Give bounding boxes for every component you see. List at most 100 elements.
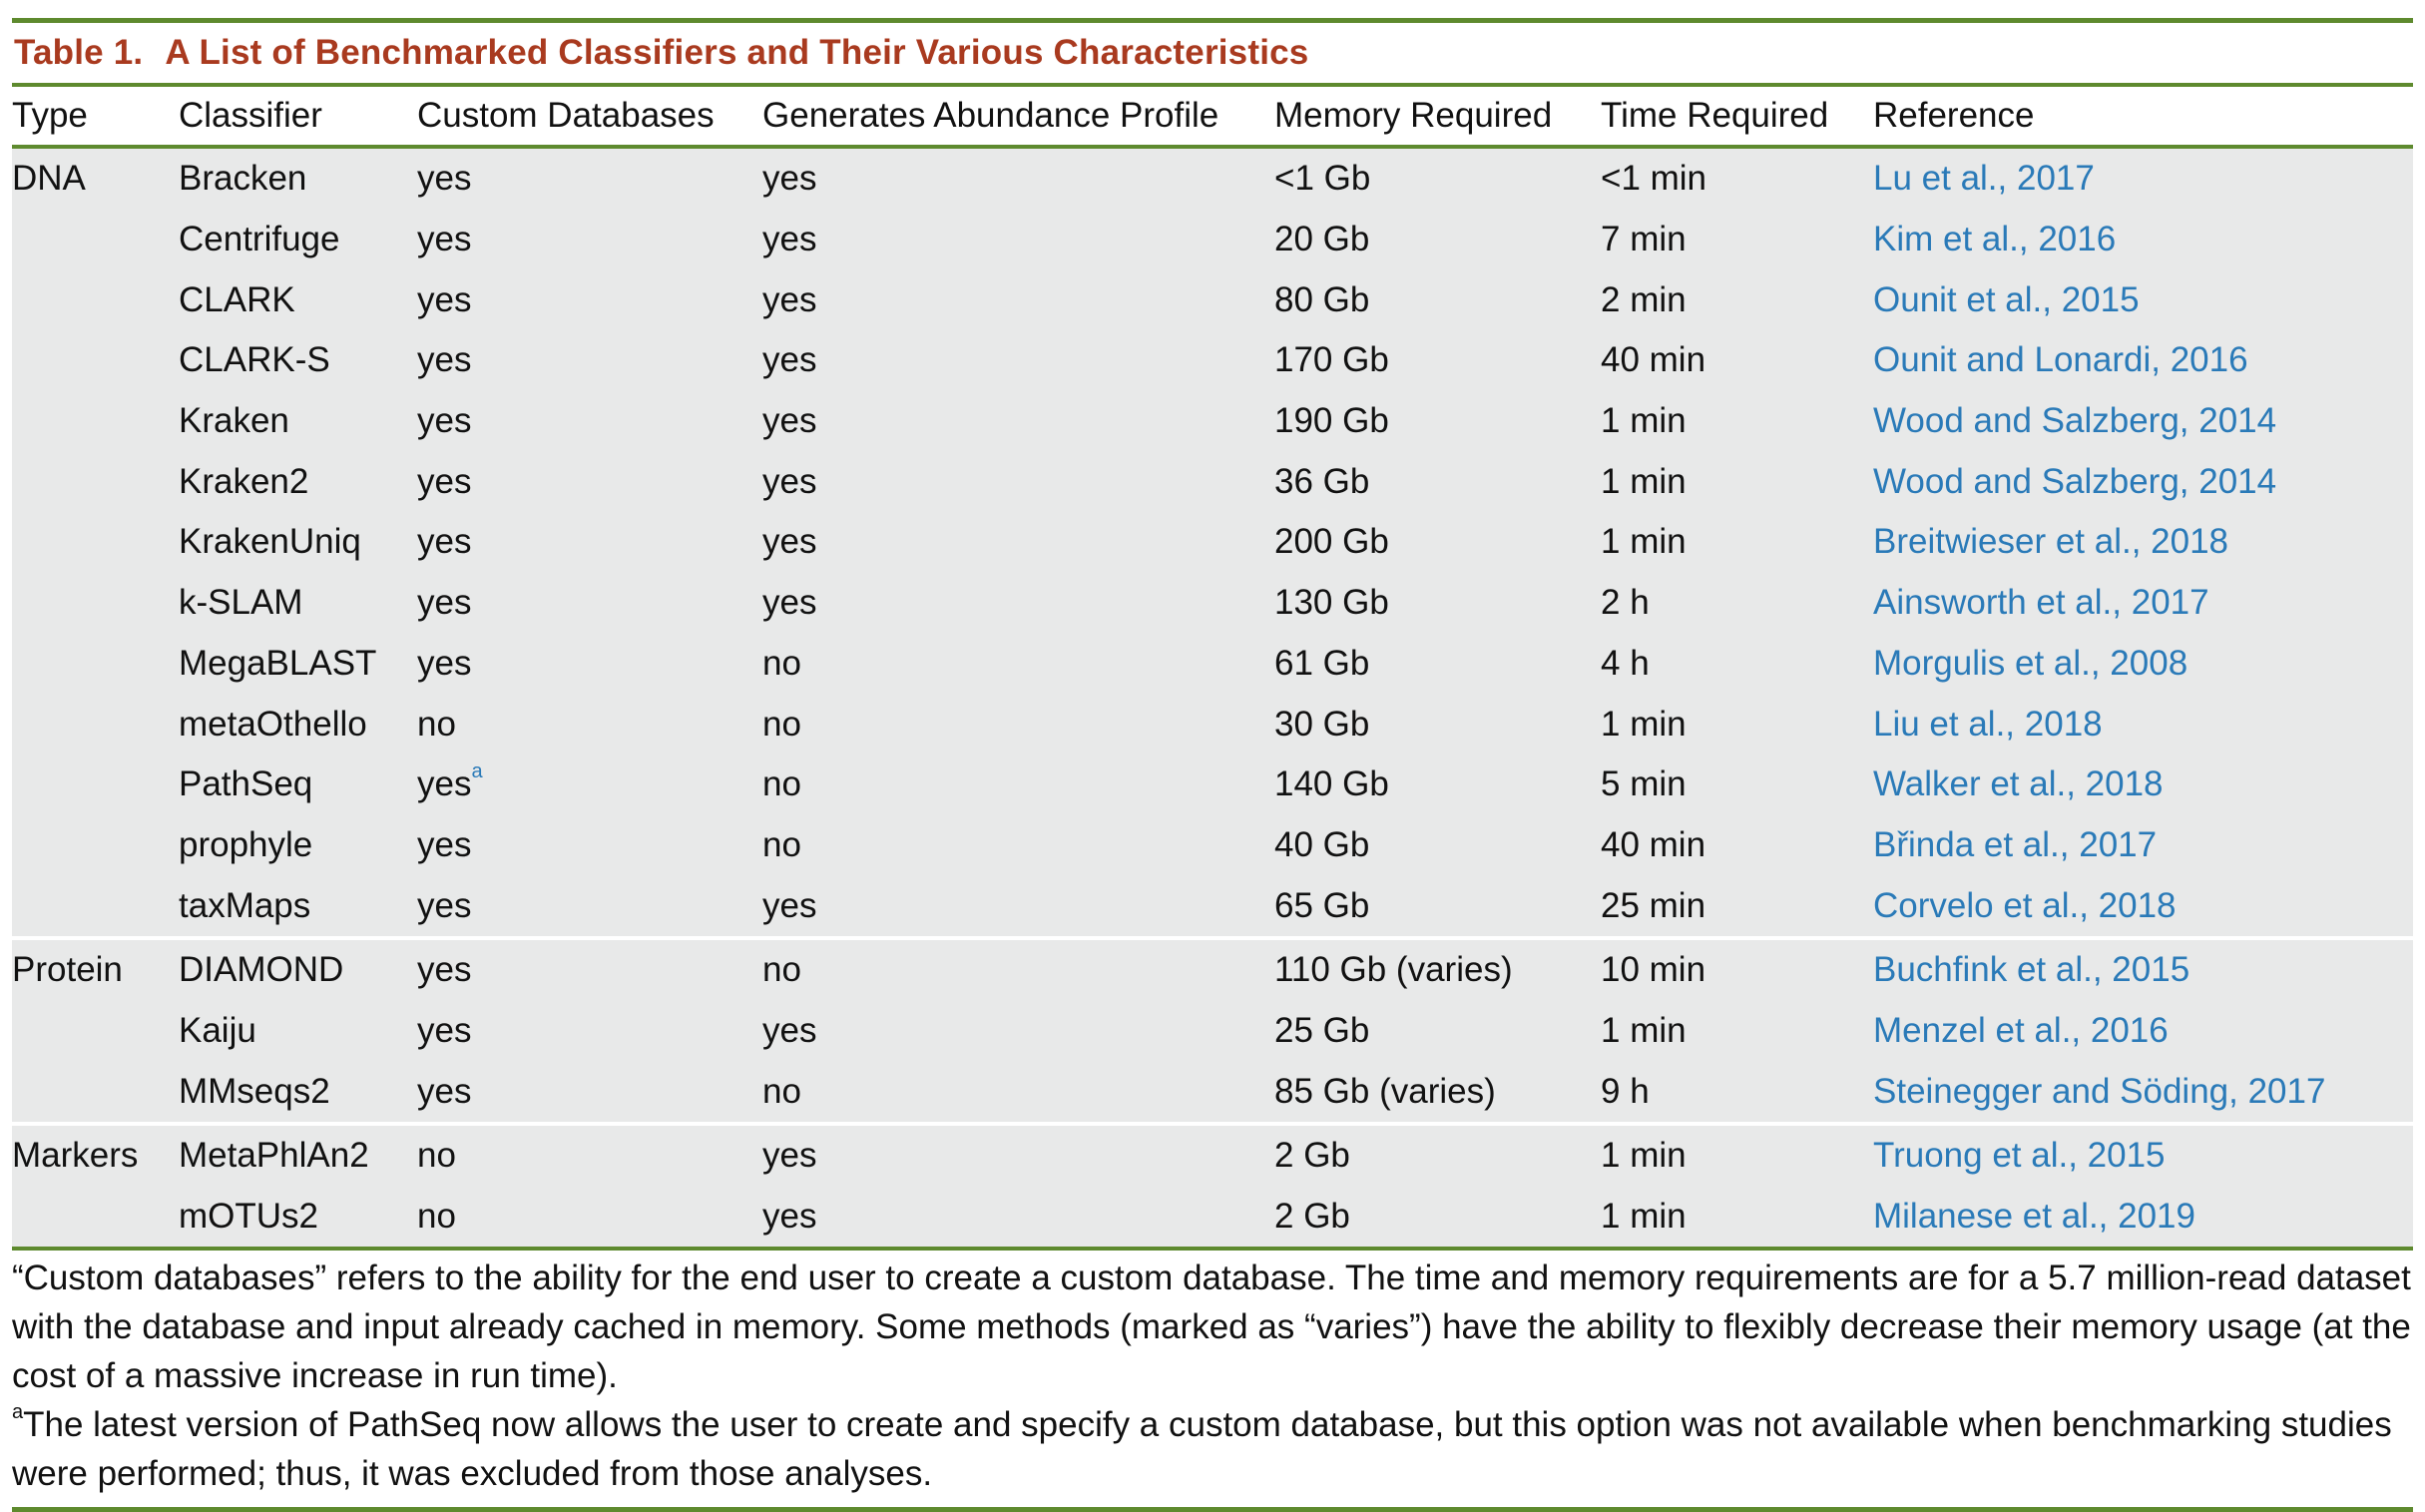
cell-type-text: Protein <box>12 950 123 990</box>
cell-memory: 25 Gb <box>1274 1000 1601 1062</box>
cell-abundance-profile-text: no <box>762 950 801 990</box>
cell-custom-databases: yes <box>417 330 762 391</box>
cell-custom-databases-text: yes <box>417 885 472 925</box>
cell-reference[interactable]: Ounit and Lonardi, 2016 <box>1873 330 2413 391</box>
cell-custom-databases-text: yes <box>417 401 472 441</box>
classifier-table: Type Classifier Custom Databases Generat… <box>12 87 2413 1248</box>
cell-reference-text: Lu et al., 2017 <box>1873 159 2095 199</box>
cell-custom-databases-text: no <box>417 1136 456 1176</box>
cell-type <box>12 512 179 573</box>
cell-classifier: Kaiju <box>179 1000 417 1062</box>
cell-abundance-profile-text: no <box>762 704 801 744</box>
cell-classifier-text: mOTUs2 <box>179 1197 318 1237</box>
cell-reference[interactable]: Ounit et al., 2015 <box>1873 269 2413 331</box>
title-rule <box>12 83 2413 87</box>
cell-time-text: 10 min <box>1601 950 1706 990</box>
cell-custom-databases-text: yes <box>417 764 472 804</box>
cell-time-text: 25 min <box>1601 885 1706 925</box>
cell-reference[interactable]: Milanese et al., 2019 <box>1873 1186 2413 1248</box>
cell-reference[interactable]: Buchfink et al., 2015 <box>1873 937 2413 1001</box>
cell-reference-text: Liu et al., 2018 <box>1873 704 2103 744</box>
cell-abundance-profile-text: no <box>762 824 801 864</box>
cell-abundance-profile: yes <box>762 512 1274 573</box>
cell-custom-databases: yes <box>417 937 762 1001</box>
table-row: PathSeq yesa no 140 Gb 5 min Walker et al., 2… <box>12 754 2413 815</box>
cell-reference[interactable]: Corvelo et al., 2018 <box>1873 875 2413 940</box>
cell-reference[interactable]: Menzel et al., 2016 <box>1873 1000 2413 1062</box>
cell-classifier: KrakenUniq <box>179 512 417 573</box>
cell-custom-databases: yesa <box>417 754 762 815</box>
cell-reference[interactable]: Breitwieser et al., 2018 <box>1873 512 2413 573</box>
cell-reference[interactable]: Ainsworth et al., 2017 <box>1873 572 2413 634</box>
cell-classifier-text: Kaiju <box>179 1010 256 1050</box>
table-row: Kaiju yes yes 25 Gb 1 min Menzel et al., 2016 <box>12 1000 2413 1062</box>
cell-memory-text: 2 Gb <box>1274 1136 1350 1176</box>
cell-memory: 36 Gb <box>1274 451 1601 513</box>
cell-custom-databases-text: yes <box>417 220 472 259</box>
cell-memory: 200 Gb <box>1274 512 1601 573</box>
cell-custom-databases-text: yes <box>417 1071 472 1111</box>
cell-memory-text: 80 Gb <box>1274 279 1370 319</box>
cell-reference[interactable]: Kim et al., 2016 <box>1873 209 2413 270</box>
table-bottom-rule <box>12 1247 2413 1252</box>
cell-reference[interactable]: Wood and Salzberg, 2014 <box>1873 451 2413 513</box>
cell-time: 1 min <box>1601 694 1873 755</box>
cell-memory: 85 Gb (varies) <box>1274 1061 1601 1126</box>
cell-reference[interactable]: Steinegger and Söding, 2017 <box>1873 1061 2413 1126</box>
top-rule <box>12 18 2413 23</box>
cell-reference[interactable]: Truong et al., 2015 <box>1873 1124 2413 1187</box>
cell-reference-text: Morgulis et al., 2008 <box>1873 643 2188 683</box>
table-row: MegaBLAST yes no 61 Gb 4 h Morgulis et al., 2… <box>12 633 2413 695</box>
cell-memory: 30 Gb <box>1274 694 1601 755</box>
cell-time-text: 2 h <box>1601 583 1650 623</box>
cell-type <box>12 451 179 513</box>
cell-time-text: 1 min <box>1601 522 1687 562</box>
cell-reference-text: Ounit and Lonardi, 2016 <box>1873 340 2248 380</box>
cell-memory-text: 110 Gb (varies) <box>1274 950 1513 990</box>
cell-abundance-profile: yes <box>762 1124 1274 1187</box>
cell-reference-text: Steinegger and Söding, 2017 <box>1873 1071 2326 1111</box>
cell-abundance-profile-text: yes <box>762 583 817 623</box>
cell-custom-databases-text: yes <box>417 461 472 501</box>
cell-reference[interactable]: Břinda et al., 2017 <box>1873 814 2413 876</box>
cell-memory: 20 Gb <box>1274 209 1601 270</box>
cell-memory: 190 Gb <box>1274 390 1601 452</box>
cell-reference-text: Truong et al., 2015 <box>1873 1136 2166 1176</box>
cell-reference-text: Breitwieser et al., 2018 <box>1873 522 2229 562</box>
cell-reference[interactable]: Wood and Salzberg, 2014 <box>1873 390 2413 452</box>
footnote-link[interactable]: a <box>471 760 483 783</box>
cell-memory: 40 Gb <box>1274 814 1601 876</box>
cell-memory-text: 85 Gb (varies) <box>1274 1071 1496 1111</box>
cell-reference[interactable]: Lu et al., 2017 <box>1873 147 2413 210</box>
table-row: taxMaps yes yes 65 Gb 25 min Corvelo et al., … <box>12 875 2413 940</box>
cell-reference[interactable]: Morgulis et al., 2008 <box>1873 633 2413 695</box>
cell-type <box>12 875 179 940</box>
cell-memory-text: 2 Gb <box>1274 1197 1350 1237</box>
cell-classifier-text: MMseqs2 <box>179 1071 330 1111</box>
cell-abundance-profile-text: yes <box>762 401 817 441</box>
cell-reference-text: Břinda et al., 2017 <box>1873 824 2158 864</box>
cell-type <box>12 754 179 815</box>
cell-custom-databases: yes <box>417 209 762 270</box>
cell-custom-databases: no <box>417 1186 762 1248</box>
cell-custom-databases: yes <box>417 875 762 940</box>
cell-reference-text: Buchfink et al., 2015 <box>1873 950 2190 990</box>
cell-custom-databases: no <box>417 1124 762 1187</box>
table-row: k-SLAM yes yes 130 Gb 2 h Ainsworth et al., 2… <box>12 572 2413 634</box>
table-header: Type Classifier Custom Databases Generat… <box>12 87 2413 147</box>
cell-reference[interactable]: Liu et al., 2018 <box>1873 694 2413 755</box>
cell-type <box>12 1186 179 1248</box>
cell-classifier-text: Kraken2 <box>179 461 309 501</box>
cell-classifier: MegaBLAST <box>179 633 417 695</box>
cell-classifier: mOTUs2 <box>179 1186 417 1248</box>
cell-classifier-text: CLARK <box>179 279 295 319</box>
cell-reference-text: Milanese et al., 2019 <box>1873 1197 2195 1237</box>
cell-reference[interactable]: Walker et al., 2018 <box>1873 754 2413 815</box>
cell-time: 1 min <box>1601 451 1873 513</box>
cell-memory-text: <1 Gb <box>1274 159 1371 199</box>
cell-memory: 2 Gb <box>1274 1124 1601 1187</box>
cell-classifier-text: MetaPhlAn2 <box>179 1136 369 1176</box>
header-row: Type Classifier Custom Databases Generat… <box>12 87 2413 147</box>
cell-abundance-profile: no <box>762 694 1274 755</box>
cell-abundance-profile: yes <box>762 875 1274 940</box>
